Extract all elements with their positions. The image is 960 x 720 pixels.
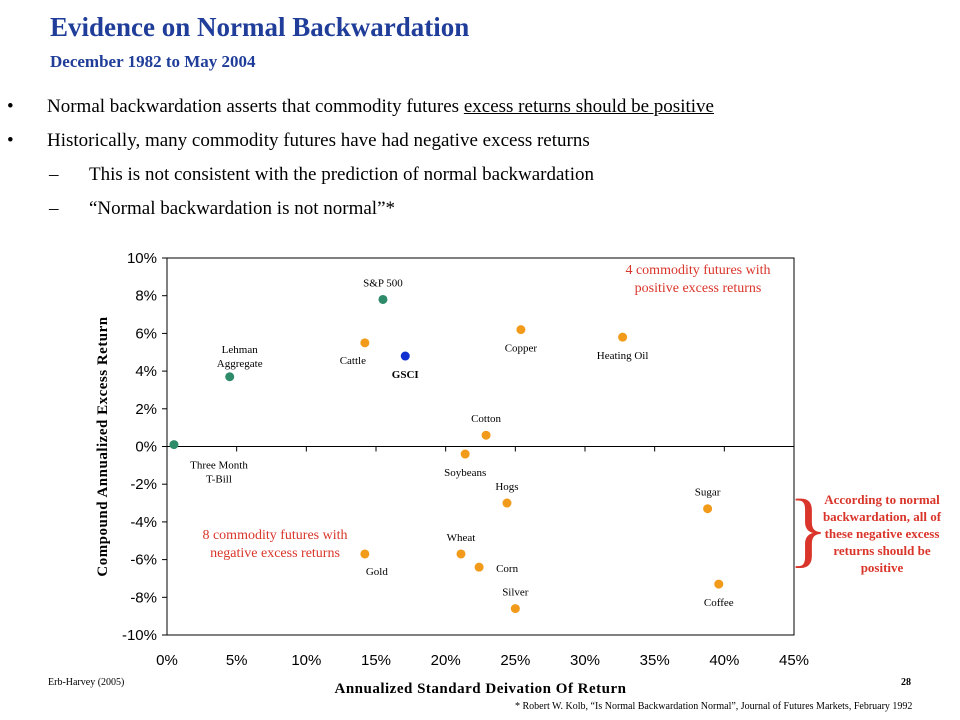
bullet-item: • Historically, many commodity futures h… [7,130,590,152]
data-point-label: Coffee [704,597,734,609]
data-point-label: Cotton [471,413,501,425]
y-tick-label: -8% [130,589,157,606]
bullet-underlined-text: excess returns should be positive [463,96,714,117]
data-point [460,449,470,459]
y-tick-label: -2% [130,476,157,493]
footer-source: Erb-Harvey (2005) [48,677,125,688]
data-point [378,294,388,304]
data-point-label: Lehman [222,344,259,356]
x-tick-label: 15% [361,652,391,669]
side-note: According to normal backwardation, all o… [822,492,942,575]
y-axis-label: Compound Annualized Excess Return [95,316,111,576]
negative-futures-note: 8 commodity futures with negative excess… [202,528,348,561]
data-point [714,579,724,589]
data-point [703,504,713,514]
x-tick-label: 40% [709,652,739,669]
data-point [360,338,370,348]
data-point-label: T-Bill [206,474,232,486]
data-point-label: GSCI [392,369,419,381]
y-tick-label: 0% [135,439,157,456]
slide-title: Evidence on Normal Backwardation [50,12,470,42]
bullet-text: Historically, many commodity futures hav… [47,130,590,151]
y-tick-label: 8% [135,288,157,305]
bullet-marker: – [49,198,59,219]
y-tick-label: 6% [135,325,157,342]
data-point [481,430,491,440]
bullet-text: This is not consistent with the predicti… [89,164,594,185]
x-tick-label: 20% [431,652,461,669]
y-tick-label: 10% [127,250,157,267]
data-point [360,549,370,559]
data-point-label: Sugar [695,487,721,499]
bullet-text: Normal backwardation asserts that commod… [47,96,464,117]
x-tick-label: 10% [291,652,321,669]
bullet-text: “Normal backwardation is not normal”* [89,198,396,219]
data-point-label: Gold [366,566,389,578]
data-point-label: Heating Oil [597,350,649,362]
bullet-marker: • [7,130,14,151]
data-point-label: Wheat [447,532,476,544]
data-point [400,351,410,361]
data-point-label: Three Month [190,460,248,472]
x-tick-label: 35% [640,652,670,669]
sub-bullet-item: – “Normal backwardation is not normal”* [49,198,396,220]
data-point-label: Aggregate [217,358,263,370]
y-tick-label: 2% [135,401,157,418]
data-point [474,562,484,572]
y-tick-label: 4% [135,363,157,380]
bullet-marker: – [49,164,59,185]
y-tick-label: -4% [130,514,157,531]
x-tick-label: 45% [779,652,809,669]
data-point-label: Cattle [340,355,366,367]
data-point-label: Hogs [495,481,518,493]
y-tick-label: -6% [130,552,157,569]
data-point [225,372,235,382]
data-point [516,325,526,335]
data-point [510,604,520,614]
data-point [502,498,512,508]
x-tick-label: 5% [226,652,248,669]
data-point-label: S&P 500 [363,277,403,289]
footnote: * Robert W. Kolb, “Is Normal Backwardati… [515,701,913,712]
data-point-label: Soybeans [444,467,486,479]
x-tick-label: 0% [156,652,178,669]
data-point [456,549,466,559]
sub-bullet-item: – This is not consistent with the predic… [49,164,594,186]
data-point-label: Corn [496,563,519,575]
data-point [169,440,179,450]
brace-icon: } [788,483,829,576]
page-number: 28 [901,677,911,688]
bullet-item: • Normal backwardation asserts that comm… [7,96,714,118]
y-tick-label: -10% [122,627,157,644]
x-tick-label: 25% [500,652,530,669]
x-tick-label: 30% [570,652,600,669]
positive-futures-note: 4 commodity futures with positive excess… [625,263,771,296]
bullet-marker: • [7,96,14,117]
data-point-label: Copper [505,343,538,355]
data-point [618,332,628,342]
data-point-label: Silver [502,587,529,599]
x-axis-label: Annualized Standard Deivation Of Return [334,681,626,697]
slide-subtitle: December 1982 to May 2004 [50,52,256,71]
